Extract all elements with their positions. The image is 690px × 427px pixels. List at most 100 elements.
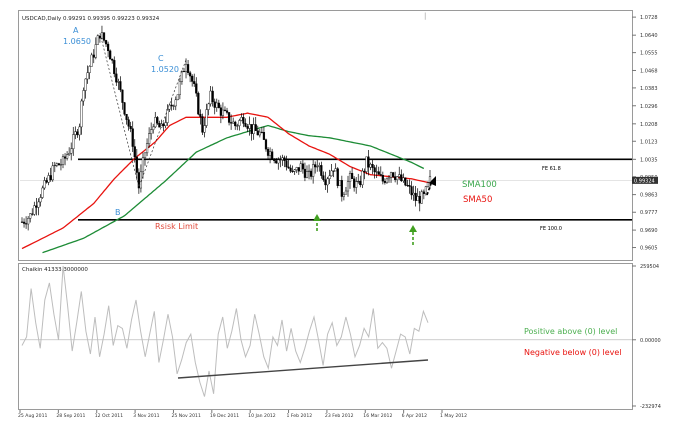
abc-pattern-line bbox=[99, 33, 187, 189]
candle bbox=[398, 166, 401, 180]
candle bbox=[66, 151, 69, 161]
candle bbox=[355, 176, 358, 194]
x-tick-label: 19 Dec 2011 bbox=[210, 413, 239, 419]
candle bbox=[271, 148, 274, 160]
candle bbox=[410, 181, 413, 200]
candle bbox=[230, 114, 233, 130]
candle bbox=[291, 165, 294, 173]
candle bbox=[84, 78, 87, 99]
candle bbox=[361, 168, 364, 189]
candle bbox=[326, 176, 329, 193]
candle bbox=[113, 56, 116, 78]
candle bbox=[152, 123, 155, 134]
level-fe618-label: FE 61.8 bbox=[542, 166, 561, 172]
x-tick-label: 10 Jan 2012 bbox=[248, 413, 276, 419]
green-up-arrow-icon bbox=[409, 225, 417, 245]
candle bbox=[100, 25, 104, 40]
candle bbox=[145, 138, 149, 157]
candle bbox=[385, 177, 389, 184]
chaikin-trendline bbox=[177, 359, 429, 379]
candle bbox=[246, 123, 249, 133]
candle bbox=[281, 154, 284, 166]
x-tick-label: 1 May 2012 bbox=[440, 413, 467, 419]
candle bbox=[369, 162, 372, 171]
candle bbox=[76, 128, 79, 138]
candle bbox=[342, 192, 345, 201]
positive-level-note: Positive above (0) level bbox=[524, 327, 617, 336]
candle bbox=[92, 49, 95, 64]
candle bbox=[293, 168, 296, 175]
candle bbox=[41, 185, 44, 199]
candle bbox=[234, 120, 237, 130]
candle bbox=[74, 126, 77, 140]
price-y-tick-label: 0.9863 bbox=[640, 193, 658, 199]
candle bbox=[336, 167, 339, 189]
candle bbox=[373, 165, 376, 179]
chaikin-line bbox=[21, 265, 429, 397]
candle bbox=[51, 162, 54, 182]
candle bbox=[318, 162, 321, 172]
candle bbox=[20, 217, 24, 223]
candle bbox=[133, 139, 136, 163]
candle bbox=[424, 185, 427, 196]
candle bbox=[154, 111, 157, 129]
candle bbox=[305, 165, 309, 179]
candle bbox=[412, 185, 415, 201]
price-y-tick-label: 0.9605 bbox=[640, 246, 658, 252]
x-tick-label: 12 Oct 2011 bbox=[95, 413, 123, 419]
candle bbox=[316, 159, 319, 172]
candle bbox=[162, 122, 165, 132]
risk-limit-label: Rsisk Limit bbox=[155, 222, 198, 231]
price-y-tick-label: 1.0035 bbox=[640, 157, 658, 163]
candle bbox=[148, 127, 151, 148]
price-y-tick-label: 1.0640 bbox=[640, 33, 658, 39]
current-price-label: 0.99324 bbox=[634, 178, 655, 184]
candle bbox=[131, 121, 134, 152]
price-y-tick-label: 0.9690 bbox=[640, 228, 658, 234]
price-y-tick-label: 1.0555 bbox=[640, 51, 658, 57]
x-tick-label: 1 Feb 2012 bbox=[287, 413, 313, 419]
candle bbox=[240, 113, 243, 122]
pattern-label-b: B bbox=[115, 208, 121, 217]
candle bbox=[43, 176, 46, 190]
sma50-line bbox=[21, 112, 431, 250]
candle bbox=[359, 175, 362, 188]
candle bbox=[277, 157, 280, 170]
candle bbox=[158, 120, 161, 128]
price-y-tick-label: 1.0383 bbox=[640, 86, 658, 92]
candle bbox=[186, 59, 190, 76]
candle bbox=[121, 89, 124, 110]
candle bbox=[406, 179, 409, 187]
candle bbox=[94, 37, 97, 60]
candle bbox=[256, 125, 259, 136]
candle bbox=[139, 164, 143, 193]
candle bbox=[400, 169, 403, 183]
candle bbox=[49, 167, 52, 182]
candle bbox=[88, 65, 91, 80]
candle bbox=[242, 113, 245, 128]
candle bbox=[363, 168, 366, 180]
candle bbox=[176, 94, 179, 101]
candle bbox=[232, 117, 235, 124]
candle bbox=[303, 162, 307, 182]
price-y-tick-label: 1.0123 bbox=[640, 139, 658, 145]
pattern-label-c: C bbox=[158, 54, 164, 63]
x-tick-label: 28 Sep 2011 bbox=[56, 413, 85, 419]
candle bbox=[107, 41, 110, 58]
candle bbox=[156, 115, 159, 125]
candle bbox=[258, 129, 261, 138]
candle bbox=[266, 147, 270, 160]
candle bbox=[244, 118, 247, 128]
candle bbox=[275, 157, 278, 164]
candle bbox=[367, 150, 370, 176]
candle bbox=[39, 194, 42, 207]
candle bbox=[109, 49, 112, 60]
forecast-arrow-icon bbox=[426, 176, 436, 196]
candle bbox=[209, 86, 212, 107]
candle bbox=[35, 198, 38, 216]
price-y-tick-label: 1.0296 bbox=[640, 104, 658, 110]
candle bbox=[262, 126, 266, 140]
x-tick-label: 25 Nov 2011 bbox=[171, 413, 200, 419]
candle bbox=[168, 103, 171, 112]
candle bbox=[287, 159, 290, 169]
